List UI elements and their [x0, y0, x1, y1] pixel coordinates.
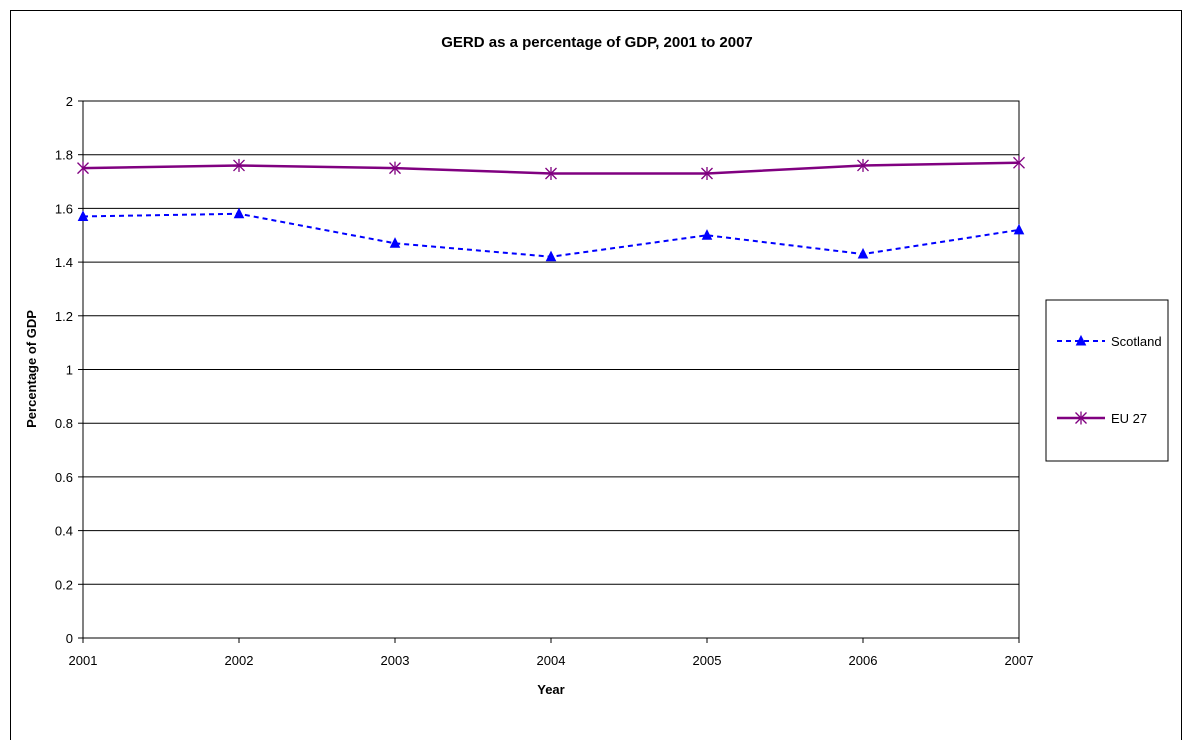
y-tick-label: 1.2 — [55, 309, 73, 324]
grid-lines — [83, 100, 1019, 639]
series-eu-27 — [77, 156, 1025, 180]
series-lines — [77, 156, 1025, 262]
x-tick-label: 2001 — [69, 653, 98, 668]
chart-title: GERD as a percentage of GDP, 2001 to 200… — [441, 34, 753, 51]
chart-area — [10, 10, 1182, 740]
x-tick-label: 2007 — [1005, 653, 1034, 668]
data-point — [701, 229, 713, 240]
data-point — [233, 207, 245, 219]
y-tick-label: 0 — [66, 631, 73, 646]
data-point — [857, 247, 869, 259]
data-point — [77, 210, 89, 221]
data-point — [857, 158, 869, 172]
data-point — [389, 237, 401, 248]
y-tick-label: 1 — [66, 363, 73, 378]
y-tick-label: 0.2 — [55, 577, 73, 592]
x-tick-label: 2002 — [225, 653, 254, 668]
y-axis-ticks: 0 0.2 0.4 0.6 0.8 1 1.2 1.4 1.6 1.8 2 — [55, 94, 83, 646]
y-tick-label: 0.8 — [55, 416, 73, 431]
data-point — [77, 161, 89, 175]
legend-marker — [1075, 411, 1087, 425]
data-point — [389, 161, 401, 175]
x-axis-ticks: 2001 2002 2003 2004 2005 2006 2007 — [69, 638, 1034, 668]
data-point — [1013, 156, 1025, 170]
legend-label: Scotland — [1111, 334, 1162, 349]
x-tick-label: 2006 — [849, 653, 878, 668]
data-point — [701, 166, 713, 180]
legend-entry: Scotland — [1057, 334, 1162, 349]
series-scotland — [77, 207, 1025, 262]
y-axis-title: Percentage of GDP — [24, 310, 39, 428]
x-tick-label: 2003 — [381, 653, 410, 668]
y-tick-label: 1.4 — [55, 255, 73, 270]
data-point — [545, 166, 557, 180]
data-point — [1013, 223, 1025, 235]
legend-label: EU 27 — [1111, 411, 1147, 426]
y-tick-label: 0.4 — [55, 524, 73, 539]
x-axis-title: Year — [537, 682, 564, 697]
x-tick-label: 2004 — [537, 653, 566, 668]
y-tick-label: 1.6 — [55, 201, 73, 216]
y-tick-label: 2 — [66, 94, 73, 109]
legend-marker — [1075, 334, 1087, 346]
data-point — [545, 250, 557, 262]
series-line — [82, 212, 1020, 258]
y-tick-label: 0.6 — [55, 470, 73, 485]
y-tick-label: 1.8 — [55, 148, 73, 163]
legend-box — [1045, 299, 1169, 462]
legend-entry: EU 27 — [1057, 411, 1147, 426]
legend: Scotland EU 27 — [1045, 299, 1169, 462]
data-point — [233, 158, 245, 172]
x-tick-label: 2005 — [693, 653, 722, 668]
